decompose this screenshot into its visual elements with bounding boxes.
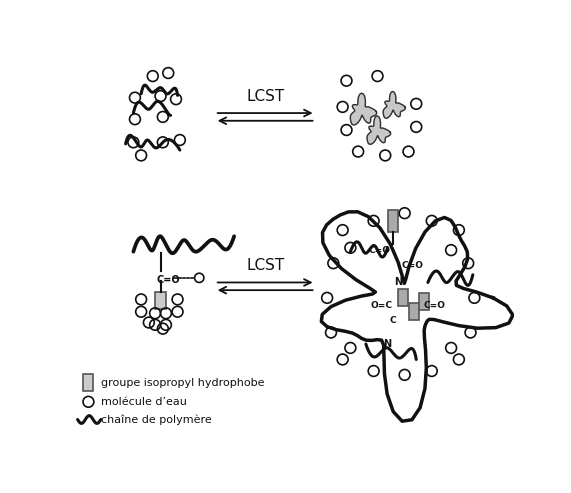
Text: C=O: C=O [156, 275, 180, 285]
Bar [398, 289, 408, 306]
Text: N: N [384, 339, 392, 349]
Polygon shape [321, 212, 513, 421]
Polygon shape [367, 116, 391, 144]
Bar [388, 210, 398, 232]
Text: N: N [395, 278, 403, 287]
Text: LCST: LCST [246, 89, 284, 104]
Text: molécule d’eau: molécule d’eau [101, 397, 187, 407]
Bar [409, 303, 419, 320]
Text: C=O: C=O [423, 301, 445, 310]
Text: O=C: O=C [371, 301, 392, 310]
Text: C=O: C=O [401, 261, 423, 270]
Text: LCST: LCST [246, 258, 284, 273]
Text: chaîne de polymère: chaîne de polymère [101, 414, 212, 425]
Text: C=O: C=O [369, 246, 391, 254]
Polygon shape [350, 93, 377, 125]
Polygon shape [383, 91, 405, 118]
Bar [155, 292, 166, 309]
Text: groupe isopropyl hydrophobe: groupe isopropyl hydrophobe [101, 378, 264, 387]
Bar [419, 293, 429, 310]
Text: C: C [389, 317, 396, 325]
Bar [83, 374, 94, 391]
